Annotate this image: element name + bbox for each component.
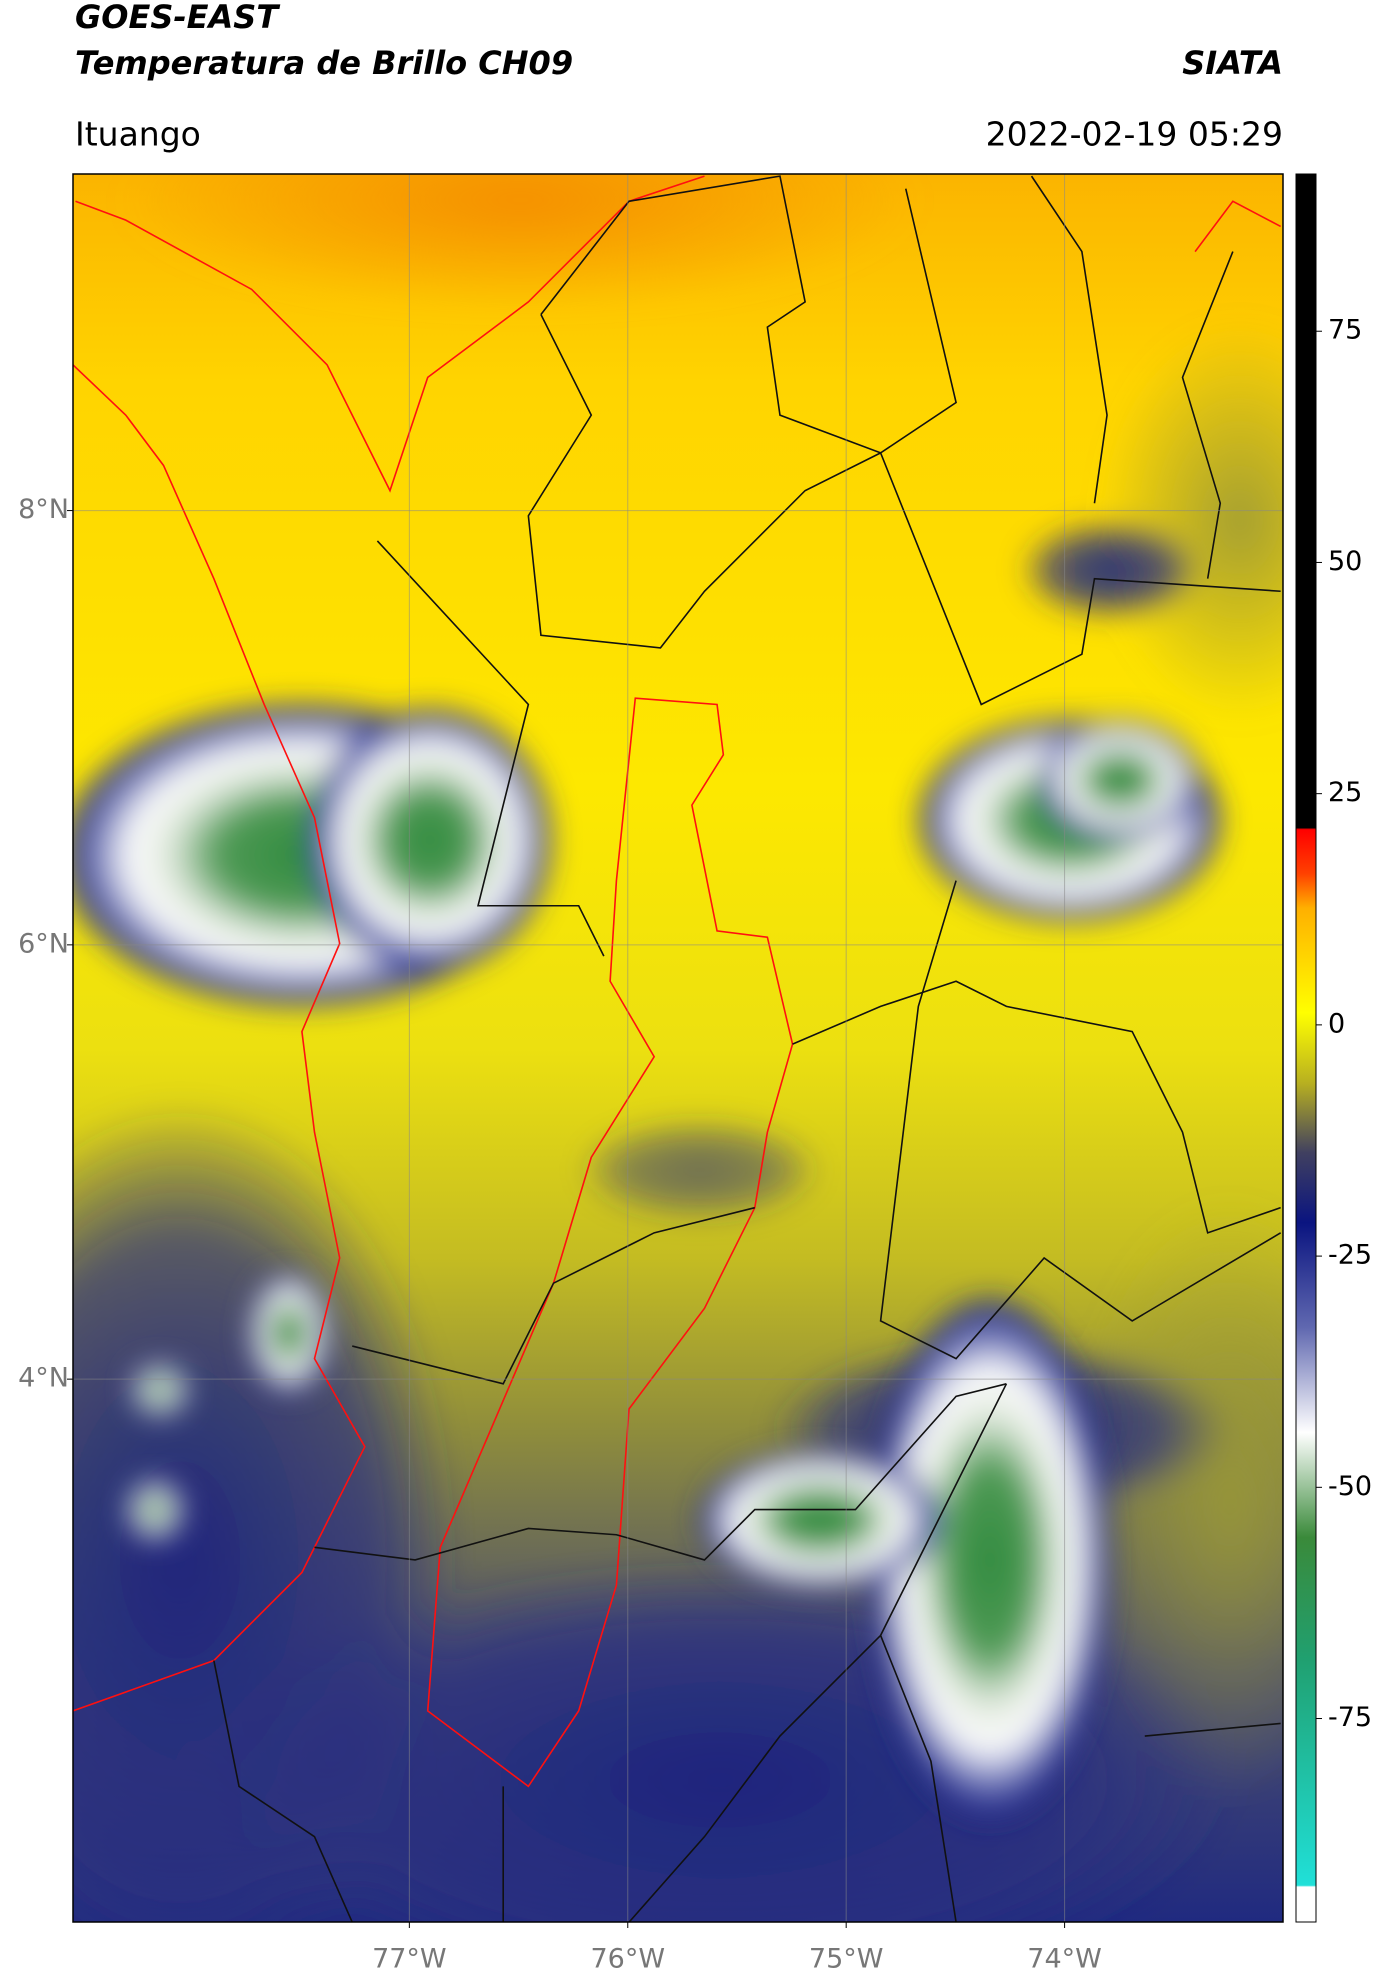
x-tick-label: 76°W <box>590 1944 665 1975</box>
colorbar-tick-label: 50 <box>1328 546 1362 577</box>
satellite: GOES-EAST <box>75 0 280 36</box>
x-tick-label: 74°W <box>1027 1944 1102 1975</box>
colorbar-tick-label: -75 <box>1328 1702 1372 1733</box>
y-tick-label: 6°N <box>18 928 69 959</box>
colorbar-tick-label: -50 <box>1328 1471 1372 1502</box>
grid <box>73 174 1283 1922</box>
location: Ituango <box>75 115 201 154</box>
colorbar-tick-label: 75 <box>1328 315 1362 346</box>
colorbar-tick-label: -25 <box>1328 1240 1372 1271</box>
y-tick-label: 4°N <box>18 1363 69 1394</box>
map-image <box>73 174 1283 1922</box>
y-tick-label: 8°N <box>18 494 69 525</box>
colorbar-tick-label: 25 <box>1328 777 1362 808</box>
plot-frame <box>72 173 1284 1923</box>
colorbar <box>1295 173 1317 1923</box>
colorbar-tick-label: 0 <box>1328 1008 1345 1039</box>
source: SIATA <box>1182 44 1283 82</box>
x-tick-label: 75°W <box>809 1944 884 1975</box>
x-tick-label: 77°W <box>372 1944 447 1975</box>
product: Temperatura de Brillo CH09 <box>75 44 573 82</box>
datetime: 2022-02-19 05:29 <box>986 115 1283 154</box>
